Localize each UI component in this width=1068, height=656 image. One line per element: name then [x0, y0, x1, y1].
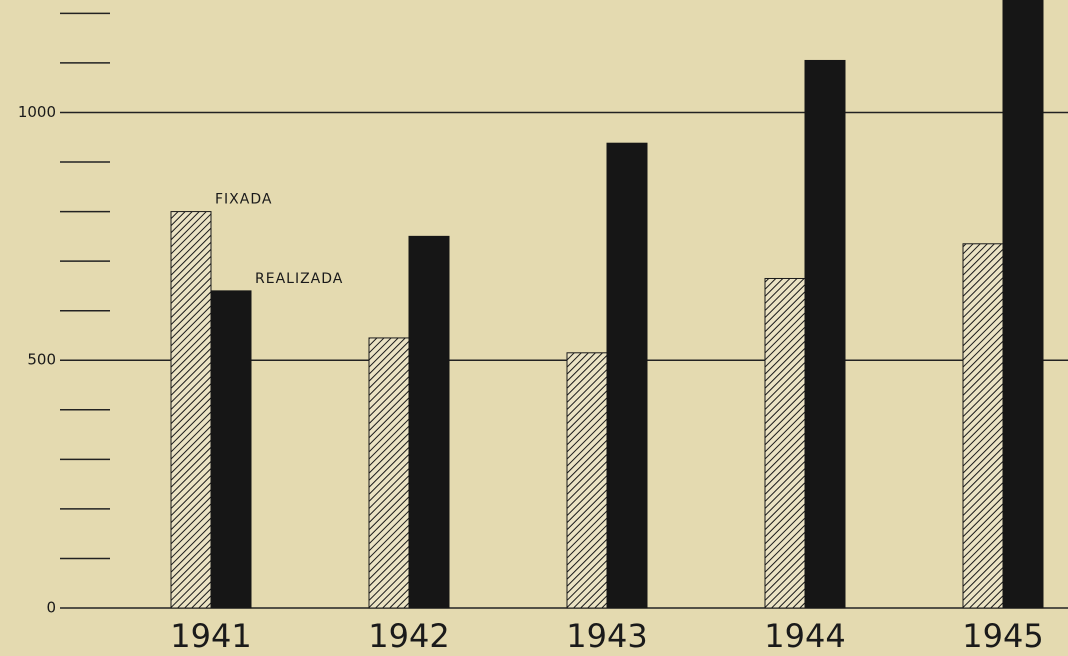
bar: [210, 290, 252, 609]
x-tick-label: 1942: [368, 617, 449, 655]
bar: [962, 243, 1004, 609]
bar: [408, 235, 450, 609]
bar: [764, 277, 806, 609]
x-tick-label: 1945: [962, 617, 1043, 655]
x-tick-label: 1944: [764, 617, 845, 655]
plot-area: [170, 0, 1044, 609]
bar: [1002, 0, 1044, 609]
x-tick-label: 1941: [170, 617, 251, 655]
y-tick-label: 0: [46, 599, 56, 617]
bar: [170, 211, 212, 609]
bar: [606, 142, 648, 609]
x-tick-label: 1943: [566, 617, 647, 655]
series-label: FIXADA: [215, 192, 272, 208]
y-tick-label: 1000: [18, 103, 56, 121]
y-tick-label: 500: [27, 351, 56, 369]
bar: [804, 59, 846, 609]
series-label: REALIZADA: [255, 271, 343, 287]
bar: [566, 352, 608, 609]
bar: [368, 337, 410, 609]
